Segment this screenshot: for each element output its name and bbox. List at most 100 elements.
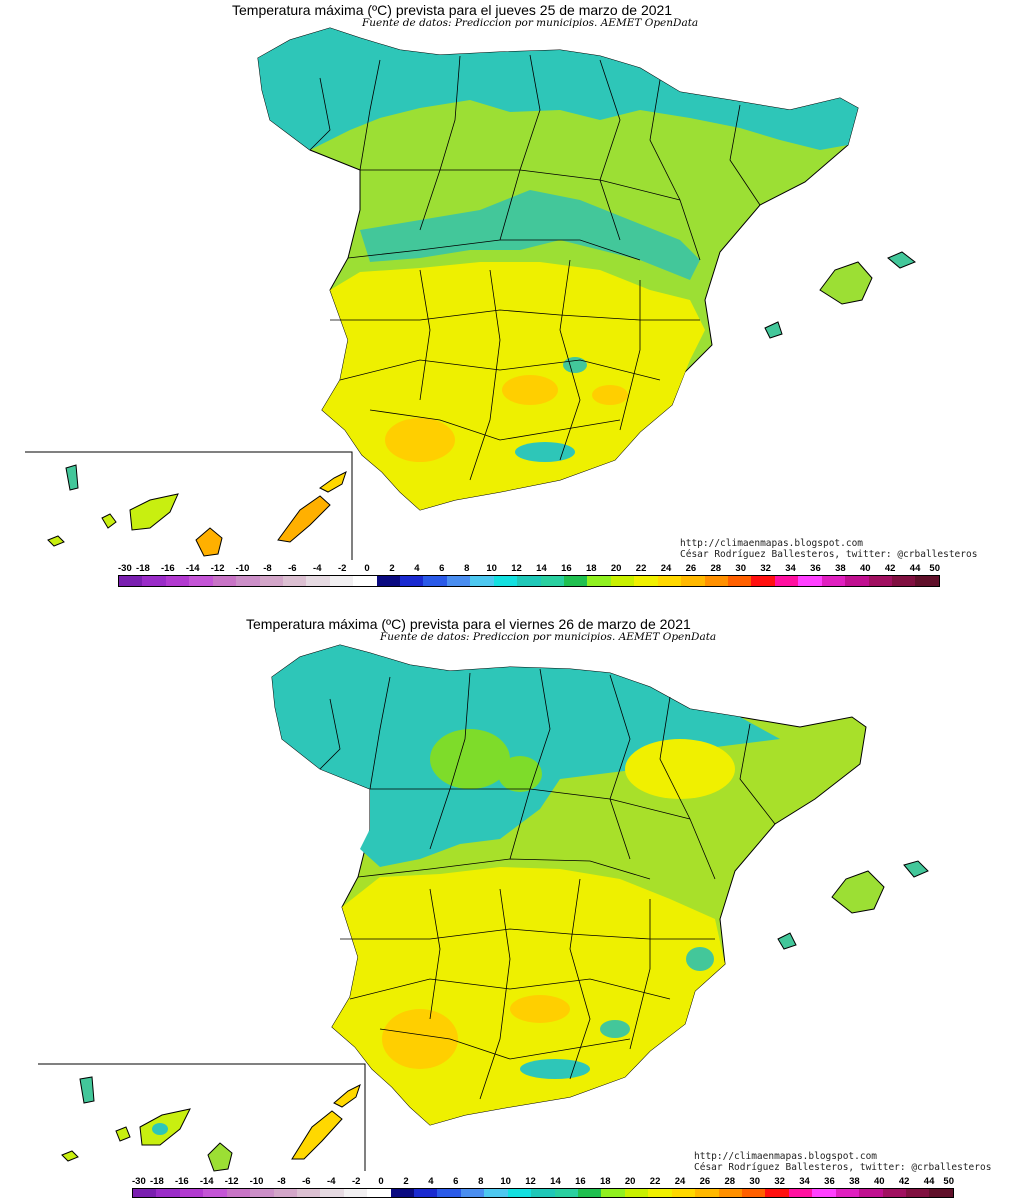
legend-swatch: [142, 576, 166, 586]
legend-tick-label: -6: [302, 1176, 311, 1187]
legend-tick-label: 10: [500, 1176, 511, 1187]
legend-tick-label: 20: [610, 563, 622, 574]
legend-swatch: [554, 1189, 579, 1197]
legend-tick-label: 12: [525, 1176, 536, 1187]
legend-swatch: [845, 576, 869, 586]
legend-swatch: [578, 1189, 602, 1197]
legend-swatch: [812, 1189, 836, 1197]
legend-tick-label: -10: [249, 1176, 264, 1187]
legend-swatch: [727, 576, 752, 586]
legend-tick-label: 24: [674, 1176, 686, 1187]
legend-swatch: [133, 1189, 157, 1197]
legend-swatch: [704, 576, 728, 586]
legend-tick-label: -30: [118, 563, 132, 574]
legend-swatch: [259, 576, 283, 586]
legend-tick-label: 34: [799, 1176, 810, 1187]
legend-swatch: [236, 576, 260, 586]
legend-swatch: [367, 1189, 391, 1197]
legend-swatch: [657, 576, 682, 586]
legend-swatch: [868, 576, 892, 586]
legend-labels: -30 -18 -16 -14 -12 -10 -8 -6 -4 -2 0 2 4 6 8 10 12 14 16 1…: [118, 563, 940, 575]
legend-swatch: [624, 1189, 649, 1197]
legend-tick-label: 10: [486, 563, 497, 574]
legend-swatch: [226, 1189, 251, 1197]
legend-tick-label: -16: [160, 563, 175, 574]
legend-swatch: [741, 1189, 766, 1197]
legend-swatch: [634, 576, 658, 586]
legend-swatch: [273, 1189, 297, 1197]
legend-tick-label: 26: [699, 1176, 711, 1187]
map-subtitle: Fuente de datos: Prediccion por municipi…: [362, 17, 699, 29]
legend-tick-label: -4: [313, 563, 322, 574]
legend-tick-label: 32: [760, 563, 771, 574]
legend-tick-label: -18: [136, 563, 150, 574]
ibiza: [764, 321, 783, 339]
legend-tick-label: 16: [561, 563, 572, 574]
legend-swatch: [751, 576, 775, 586]
legend-tick-label: 14: [550, 1176, 561, 1187]
legend-tick-label: 8: [464, 563, 470, 574]
legend-tick-label: 32: [774, 1176, 785, 1187]
legend-swatch: [400, 576, 424, 586]
legend-tick-label: -18: [150, 1176, 164, 1187]
legend-tick-label: 24: [660, 563, 672, 574]
temperature-map: [25, 27, 917, 560]
legend-tick-label: 40: [873, 1176, 885, 1187]
legend-swatch: [282, 576, 307, 586]
legend-swatch: [250, 1189, 274, 1197]
map-panel-thursday: Temperatura máxima (ºC) prevista para el…: [25, 2, 978, 587]
legend-tick-label: 16: [575, 1176, 586, 1187]
legend-tick-label: -30: [132, 1176, 146, 1187]
legend-swatch: [915, 576, 939, 586]
legend-tick-label: 2: [389, 563, 395, 574]
legend-tick-label: 12: [511, 563, 522, 574]
legend-tick-label: -8: [277, 1176, 286, 1187]
legend-swatch: [718, 1189, 742, 1197]
credit-author: César Rodríguez Ballesteros, twitter: @c…: [680, 549, 978, 560]
legend-tick-label: 30: [735, 563, 747, 574]
legend-tick-label: 8: [478, 1176, 484, 1187]
legend-swatch: [470, 576, 494, 586]
legend-tick-label: 28: [724, 1176, 736, 1187]
legend-swatch: [905, 1189, 930, 1197]
legend-tick-label: 14: [536, 563, 547, 574]
legend-swatch: [437, 1189, 461, 1197]
legend-swatch: [119, 576, 143, 586]
legend-swatch: [446, 576, 471, 586]
legend-tick-label: 38: [835, 563, 846, 574]
legend-swatch: [681, 576, 705, 586]
credit-url: http://climaenmapas.blogspot.com: [680, 538, 864, 549]
legend-tick-label: 22: [635, 563, 647, 574]
legend-swatch: [610, 576, 635, 586]
legend-tick-label: -10: [235, 563, 250, 574]
legend-tick-label: -12: [210, 563, 225, 574]
legend-swatch: [531, 1189, 555, 1197]
legend-swatch: [423, 576, 447, 586]
legend-swatch: [156, 1189, 180, 1197]
legend-swatch: [648, 1189, 672, 1197]
legend-tick-label: 38: [849, 1176, 860, 1187]
legend-swatch: [320, 1189, 344, 1197]
credit-author: César Rodríguez Ballesteros, twitter: @c…: [694, 1162, 992, 1173]
legend-swatch: [765, 1189, 789, 1197]
legend-swatch: [353, 576, 377, 586]
legend-swatch: [882, 1189, 906, 1197]
menorca: [887, 251, 917, 269]
legend-tick-label: 44: [909, 563, 921, 574]
legend-swatch: [296, 1189, 321, 1197]
legend-tick-label: -12: [224, 1176, 239, 1187]
legend-swatch: [564, 576, 588, 586]
legend-swatch: [671, 1189, 696, 1197]
legend-tick-label: 6: [453, 1176, 459, 1187]
canary-inset-frame: [25, 451, 353, 560]
legend-tick-label: -16: [174, 1176, 189, 1187]
legend-swatch: [540, 576, 565, 586]
legend-swatch: [507, 1189, 532, 1197]
legend-tick-label: -4: [327, 1176, 336, 1187]
legend-tick-label: -14: [185, 563, 200, 574]
legend-swatch: [165, 576, 190, 586]
legend-swatch: [343, 1189, 368, 1197]
legend-tick-label: 0: [378, 1176, 384, 1187]
legend-swatch: [414, 1189, 438, 1197]
legend-tick-label: -6: [288, 563, 297, 574]
